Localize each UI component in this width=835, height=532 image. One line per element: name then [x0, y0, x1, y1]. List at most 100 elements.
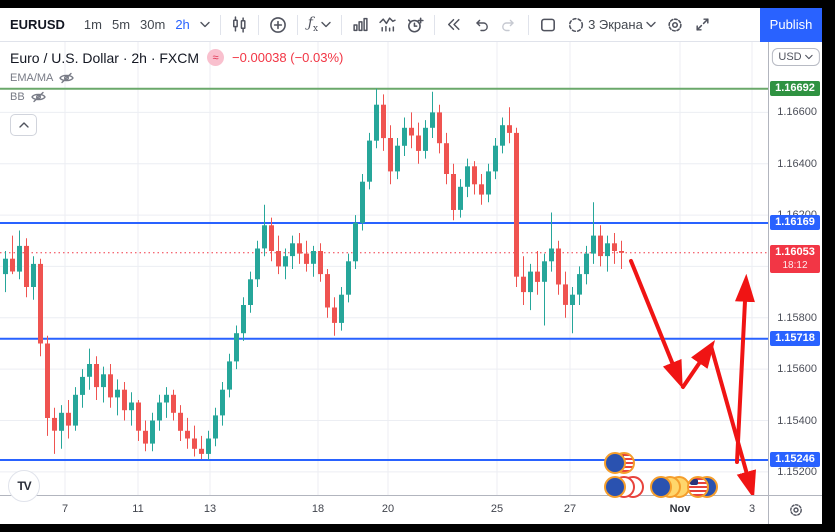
price-axis[interactable]: USD 1.166001.164001.162001.158001.156001… [769, 42, 822, 495]
toolbar-divider [219, 14, 221, 35]
event-icon-us-eu-pair[interactable] [687, 476, 718, 498]
eu-coin-icon [650, 476, 672, 498]
candle [388, 125, 393, 185]
candle [234, 325, 239, 370]
tradingview-logo[interactable]: TV [8, 470, 40, 502]
candle [451, 163, 456, 221]
candle [213, 407, 218, 447]
candle [59, 405, 64, 449]
price-tick-label: 1.15200 [777, 465, 817, 478]
bar-countdown: 18:12 [782, 259, 808, 271]
candle [304, 240, 309, 272]
redo-icon[interactable] [495, 12, 523, 38]
indicator-label: BB [10, 91, 25, 103]
price-tick-label: 1.16400 [777, 157, 817, 170]
candle [458, 179, 463, 218]
interval-2h[interactable]: 2h [175, 17, 190, 32]
candle [262, 204, 267, 257]
time-tick-label: 25 [490, 503, 504, 516]
indicator-templates-icon[interactable] [347, 12, 374, 38]
candle [185, 417, 190, 449]
symbol-button[interactable]: EURUSD [10, 17, 65, 32]
hidden-eye-icon[interactable] [59, 72, 75, 84]
price-change: −0.00038 (−0.03%) [232, 50, 344, 65]
currency-selector[interactable]: USD [771, 48, 820, 66]
price-tick-label: 1.15600 [777, 363, 817, 376]
hotlist-wave-icon[interactable] [374, 12, 401, 38]
trend-arrow-drawing[interactable] [629, 259, 683, 389]
candle [535, 251, 540, 295]
candle [31, 256, 36, 300]
time-tick-label: 3 [748, 503, 756, 516]
candle [465, 158, 470, 198]
alert-plus-icon[interactable] [401, 12, 429, 38]
time-tick-label: Nov [669, 503, 691, 516]
trend-arrow-drawing[interactable] [734, 273, 755, 464]
interval-30m[interactable]: 30m [140, 17, 166, 32]
candle [549, 212, 554, 272]
candle [395, 138, 400, 180]
indicator-row-ema[interactable]: EMA/MA [10, 71, 343, 85]
eu-coin-icon [604, 452, 626, 474]
candle [38, 258, 43, 357]
symbol-title[interactable]: Euro / U.S. Dollar · 2h · FXCM [10, 49, 200, 66]
publish-button[interactable]: Publish [760, 7, 822, 42]
interval-1m[interactable]: 1m [83, 17, 102, 32]
candle [521, 256, 526, 305]
candle [444, 132, 449, 185]
candle [318, 243, 323, 282]
layout-square-icon[interactable] [534, 12, 562, 38]
approx-price-badge[interactable]: ≈ [207, 49, 225, 66]
price-badge-blue[interactable]: 1.15246 [770, 452, 820, 468]
event-icon-eu-stack-gold[interactable] [650, 476, 690, 498]
indicators-fx-icon[interactable]: ƒx [303, 12, 336, 38]
candle [605, 235, 610, 272]
event-icon-eu-stack-red[interactable] [604, 476, 644, 498]
time-axis[interactable]: 7 11 13 18 20 25 27 Nov 3 [0, 495, 768, 524]
candle [423, 120, 428, 159]
trend-arrow-drawing[interactable] [681, 340, 716, 389]
settings-gear-icon[interactable] [661, 12, 689, 38]
candle [577, 266, 582, 305]
candle [66, 400, 71, 439]
axis-settings-corner[interactable] [769, 495, 822, 524]
candle [276, 235, 281, 275]
interval-5m[interactable]: 5m [111, 17, 131, 32]
candle [157, 394, 162, 431]
time-tick-label: 18 [311, 503, 325, 516]
interval-chevron-down-icon[interactable] [195, 12, 215, 38]
fullscreen-icon[interactable] [689, 12, 716, 38]
axis-gear-icon [789, 504, 802, 516]
trend-arrow-drawing[interactable] [709, 344, 757, 496]
undo-icon[interactable] [467, 12, 495, 38]
candle [297, 233, 302, 264]
candle [437, 104, 442, 154]
price-badge-blue[interactable]: 1.16169 [770, 215, 820, 231]
time-tick-label: 7 [61, 503, 69, 516]
replay-icon[interactable] [440, 12, 467, 38]
candle [409, 112, 414, 149]
candle [122, 382, 127, 421]
multichart-layout-button[interactable]: 3 Экрана [562, 12, 661, 38]
indicator-row-bb[interactable]: BB [10, 90, 343, 104]
candle [612, 233, 617, 264]
compare-plus-icon[interactable] [264, 12, 292, 38]
toolbar-divider [257, 14, 259, 35]
price-tick-label: 1.16600 [777, 106, 817, 119]
legend-collapse-button[interactable] [10, 114, 37, 136]
time-tick-label: 13 [203, 503, 217, 516]
price-badge-green[interactable]: 1.16692 [770, 80, 820, 96]
time-tick-label: 20 [381, 503, 395, 516]
candle-style-icon[interactable] [226, 12, 253, 38]
toolbar-divider [528, 14, 530, 35]
candle [94, 356, 99, 400]
candle [507, 107, 512, 144]
event-icon-eu-us-pair[interactable] [604, 452, 635, 474]
candle [311, 245, 316, 277]
price-badge-red[interactable]: 1.16053 18:12 [770, 244, 820, 273]
hidden-eye-icon[interactable] [30, 91, 46, 103]
multichart-layout-label: 3 Экрана [588, 17, 643, 32]
chart-plot[interactable]: Euro / U.S. Dollar · 2h · FXCM ≈ −0.0003… [0, 42, 768, 502]
price-badge-blue[interactable]: 1.15718 [770, 330, 820, 346]
chart-legend: Euro / U.S. Dollar · 2h · FXCM ≈ −0.0003… [10, 49, 343, 136]
